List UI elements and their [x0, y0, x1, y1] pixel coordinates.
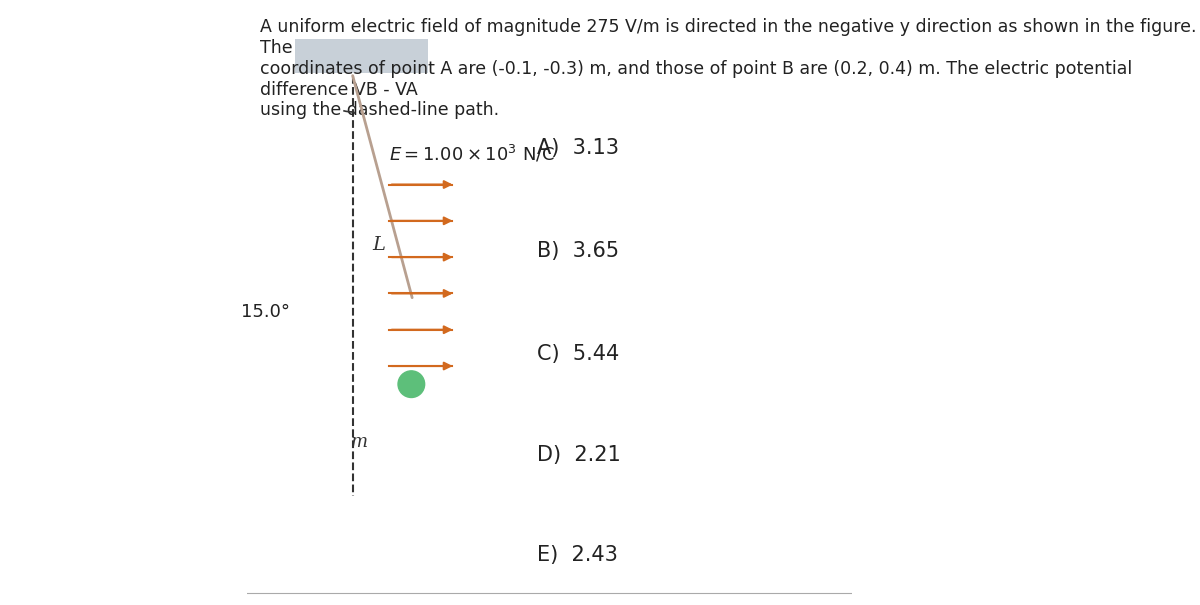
- Text: $E = 1.00 \times 10^3\ \mathrm{N/C}$: $E = 1.00 \times 10^3\ \mathrm{N/C}$: [389, 144, 556, 165]
- Text: D)  2.21: D) 2.21: [538, 445, 620, 465]
- Circle shape: [398, 371, 425, 397]
- Text: A uniform electric field of magnitude 275 V/m is directed in the negative y dire: A uniform electric field of magnitude 27…: [260, 18, 1196, 119]
- Text: m: m: [350, 433, 368, 451]
- Text: 15.0°: 15.0°: [241, 302, 290, 321]
- Text: L: L: [373, 236, 385, 254]
- Text: C)  5.44: C) 5.44: [538, 344, 619, 364]
- Text: E)  2.43: E) 2.43: [538, 545, 618, 566]
- Text: A)  3.13: A) 3.13: [538, 138, 619, 159]
- Text: B)  3.65: B) 3.65: [538, 241, 619, 261]
- FancyBboxPatch shape: [295, 39, 428, 73]
